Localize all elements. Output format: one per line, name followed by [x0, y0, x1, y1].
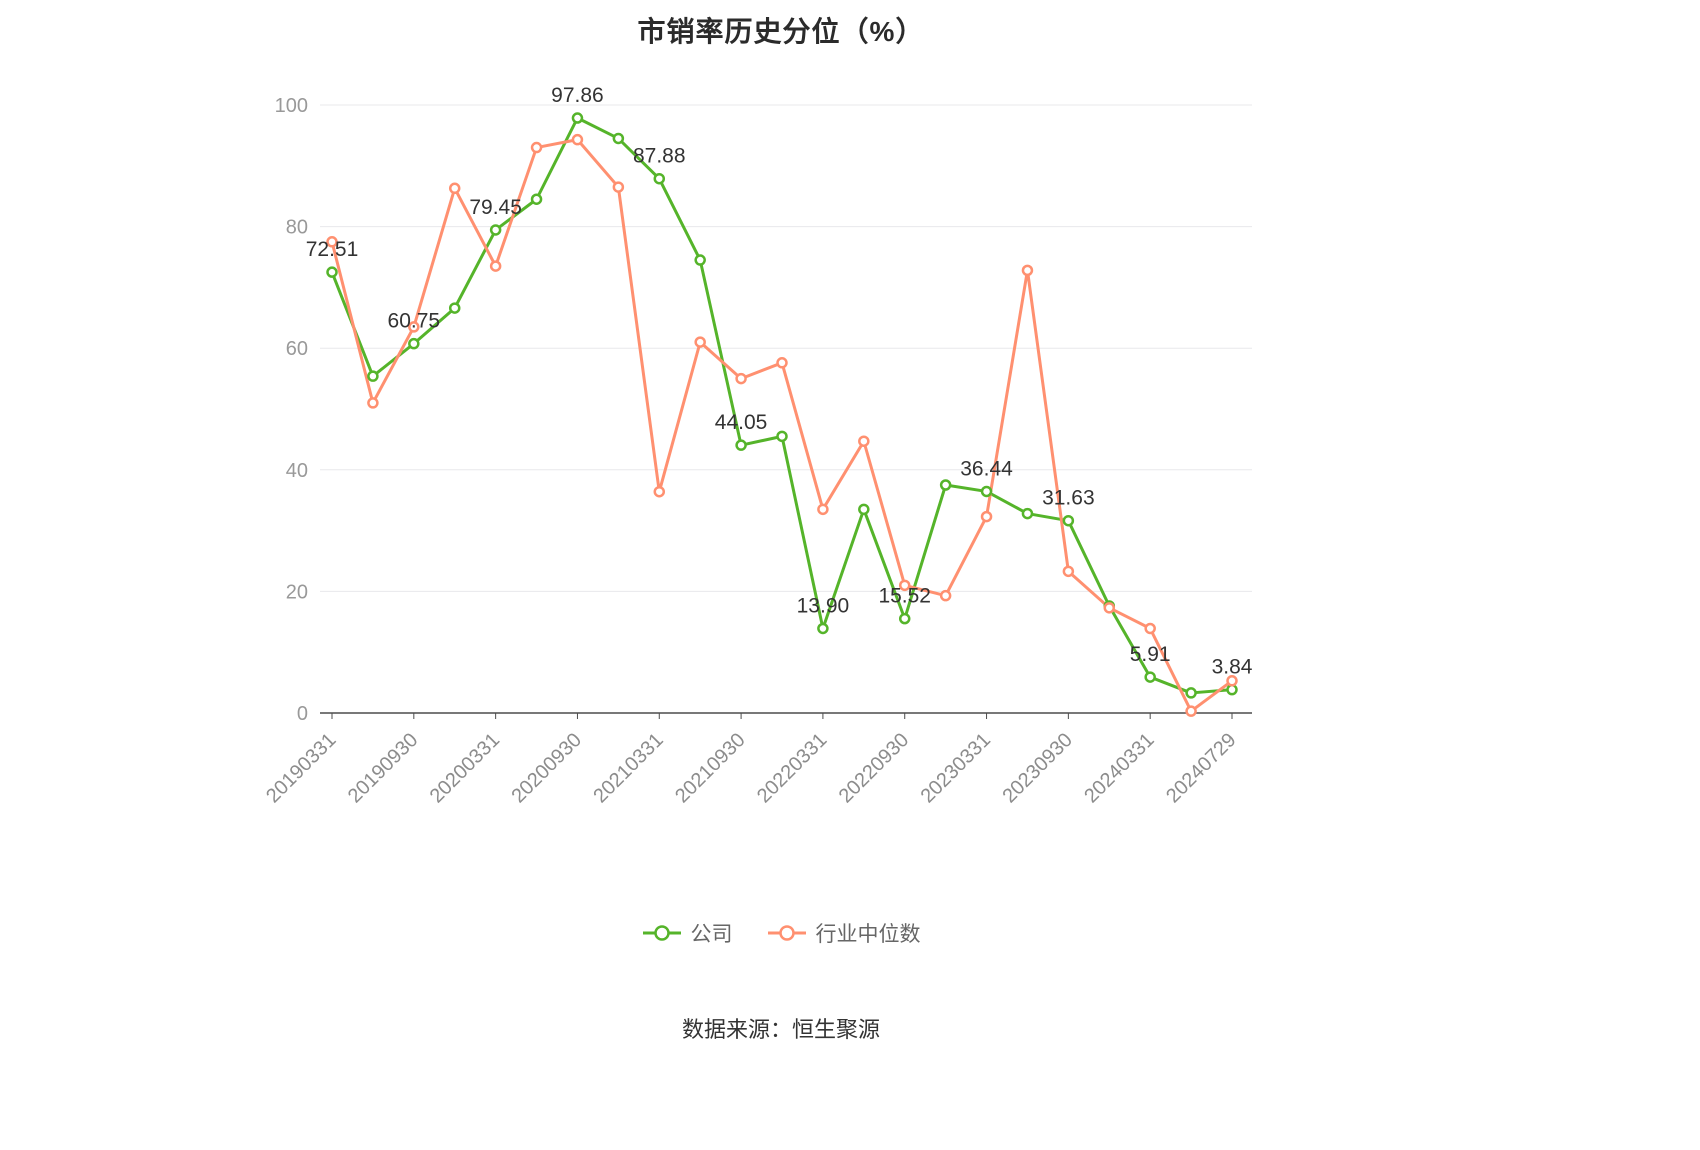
data-point-series-0	[612, 132, 625, 145]
data-source-text: 数据来源：恒生聚源	[681, 1017, 880, 1042]
legend-item-company[interactable]: 公司	[642, 918, 733, 948]
data-point-series-1	[571, 133, 584, 146]
data-point-series-0	[898, 612, 911, 625]
value-label: 36.44	[960, 457, 1013, 480]
value-label: 72.51	[306, 238, 359, 261]
data-point-series-0	[326, 266, 338, 278]
data-point-series-1	[408, 321, 420, 333]
value-label: 15.52	[878, 585, 931, 608]
data-point-series-1	[898, 579, 911, 592]
legend: 公司 行业中位数	[0, 918, 1562, 948]
data-point-series-1	[448, 182, 461, 195]
value-label: 87.88	[633, 145, 686, 168]
y-axis-tick-label: 20	[286, 581, 308, 603]
data-point-series-0	[367, 370, 379, 382]
y-axis-tick-label: 60	[286, 338, 308, 360]
data-point-series-1	[1021, 264, 1034, 277]
legend-label-company: 公司	[690, 923, 733, 946]
legend-item-industry-median[interactable]: 行业中位数	[767, 918, 921, 948]
data-point-series-1	[530, 141, 543, 154]
data-point-series-0	[980, 485, 993, 498]
x-axis-tick-label: 20220331	[753, 729, 831, 807]
y-axis-tick-label: 100	[275, 95, 308, 117]
data-point-series-1	[1062, 565, 1075, 578]
value-label: 31.63	[1042, 487, 1095, 510]
chart-title: 市销率历史分位（%）	[637, 16, 925, 47]
series-line-0	[330, 116, 1234, 695]
data-point-series-1	[1144, 622, 1156, 635]
x-axis-tick-label: 20210331	[589, 729, 667, 807]
x-axis-tick-label: 20230331	[917, 729, 995, 807]
x-axis-tick-label: 20240331	[1080, 729, 1158, 807]
value-label: 79.45	[469, 196, 522, 219]
x-axis-tick-label: 20190930	[344, 729, 422, 807]
data-point-series-0	[571, 112, 584, 124]
data-point-series-0	[1144, 671, 1156, 683]
data-point-series-1	[939, 589, 952, 602]
data-point-series-1	[1185, 705, 1197, 717]
data-point-series-0	[817, 622, 829, 635]
data-point-series-0	[735, 439, 747, 451]
data-point-series-0	[489, 224, 502, 236]
data-point-series-0	[858, 503, 870, 516]
x-axis-tick-label: 20230930	[998, 729, 1076, 807]
data-point-series-0	[1021, 507, 1034, 520]
legend-label-industry-median: 行业中位数	[815, 923, 921, 946]
industry-median-series-marker-icon	[767, 925, 806, 941]
data-point-series-1	[489, 260, 502, 272]
x-axis-tick-label: 20190331	[262, 729, 340, 807]
data-point-series-0	[408, 337, 420, 350]
value-label: 60.75	[388, 310, 441, 333]
y-axis-tick-label: 80	[286, 217, 308, 239]
y-axis-tick-label: 0	[297, 703, 308, 725]
data-point-series-1	[612, 181, 625, 193]
x-axis-tick-label: 20200331	[426, 729, 504, 807]
data-point-series-1	[817, 503, 829, 516]
data-point-series-1	[653, 485, 666, 498]
value-label: 13.90	[797, 594, 850, 617]
data-point-series-1	[980, 510, 993, 523]
data-point-series-1	[326, 236, 338, 248]
value-label: 5.91	[1130, 643, 1171, 666]
data-point-series-0	[448, 302, 461, 314]
x-axis-tick-label: 20210930	[671, 729, 749, 807]
data-point-series-0	[530, 193, 543, 205]
y-axis-tick-label: 40	[286, 460, 308, 482]
x-axis-tick-label: 20240729	[1162, 729, 1240, 807]
data-point-series-0	[939, 479, 952, 491]
data-point-series-1	[367, 397, 379, 409]
value-label: 44.05	[715, 411, 768, 434]
x-axis-tick-label: 20200930	[508, 729, 586, 807]
series-line-1	[330, 138, 1234, 713]
data-point-series-0	[653, 172, 666, 185]
data-point-series-1	[1226, 675, 1238, 687]
data-point-series-1	[1103, 602, 1116, 614]
data-point-series-0	[1062, 514, 1075, 527]
data-point-series-1	[776, 357, 788, 369]
data-point-series-0	[776, 430, 788, 443]
value-label: 3.84	[1212, 656, 1253, 679]
value-label: 97.86	[551, 84, 604, 107]
data-point-series-1	[694, 336, 706, 348]
data-point-series-0	[694, 254, 706, 266]
data-point-series-1	[858, 435, 870, 447]
data-point-series-0	[1185, 687, 1197, 699]
x-axis-tick-label: 20220930	[835, 729, 913, 807]
company-series-marker-icon	[642, 925, 681, 941]
data-point-series-1	[735, 372, 747, 385]
